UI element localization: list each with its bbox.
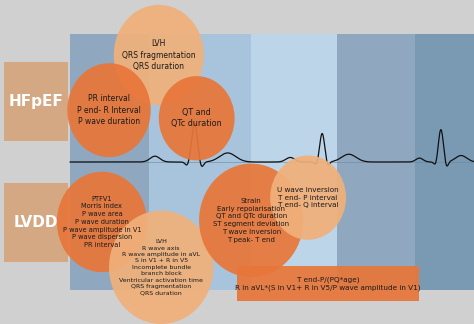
Bar	[149, 34, 251, 290]
Bar	[70, 34, 149, 290]
Bar	[337, 34, 415, 290]
Text: U wave inversion
T end- P interval
T end- Q interval: U wave inversion T end- P interval T end…	[277, 187, 339, 208]
FancyBboxPatch shape	[4, 183, 68, 262]
Ellipse shape	[114, 5, 204, 105]
Ellipse shape	[270, 156, 346, 240]
Text: HFpEF: HFpEF	[9, 94, 63, 109]
Text: Strain
Early repolarisation
QT and QTc duration
ST segment deviation
T wave inve: Strain Early repolarisation QT and QTc d…	[213, 198, 289, 243]
Text: LVDD: LVDD	[14, 215, 58, 230]
Ellipse shape	[57, 172, 147, 272]
FancyBboxPatch shape	[4, 62, 68, 141]
Text: QT and
QTc duration: QT and QTc duration	[172, 108, 222, 129]
Bar	[415, 34, 474, 290]
Ellipse shape	[159, 76, 235, 160]
Ellipse shape	[67, 63, 151, 157]
Text: PTFV1
Morris index
P wave area
P wave duration
P wave amplitude in V1
P wave dis: PTFV1 Morris index P wave area P wave du…	[63, 196, 141, 248]
FancyBboxPatch shape	[237, 266, 419, 301]
Text: LVH
R wave axis
R wave amplitude in aVL
S in V1 + R in V5
Incomplete bundle
bran: LVH R wave axis R wave amplitude in aVL …	[119, 239, 203, 295]
Text: LVH
QRS fragmentation
QRS duration: LVH QRS fragmentation QRS duration	[122, 39, 196, 71]
Bar	[251, 34, 337, 290]
Ellipse shape	[199, 164, 303, 277]
Text: T end-P/(PQ*age)
R in aVL*(S in V1+ R in V5/P wave amplitude in V1): T end-P/(PQ*age) R in aVL*(S in V1+ R in…	[236, 276, 421, 291]
Ellipse shape	[109, 211, 213, 324]
Text: PR interval
P end- R Interval
P wave duration: PR interval P end- R Interval P wave dur…	[77, 94, 141, 126]
